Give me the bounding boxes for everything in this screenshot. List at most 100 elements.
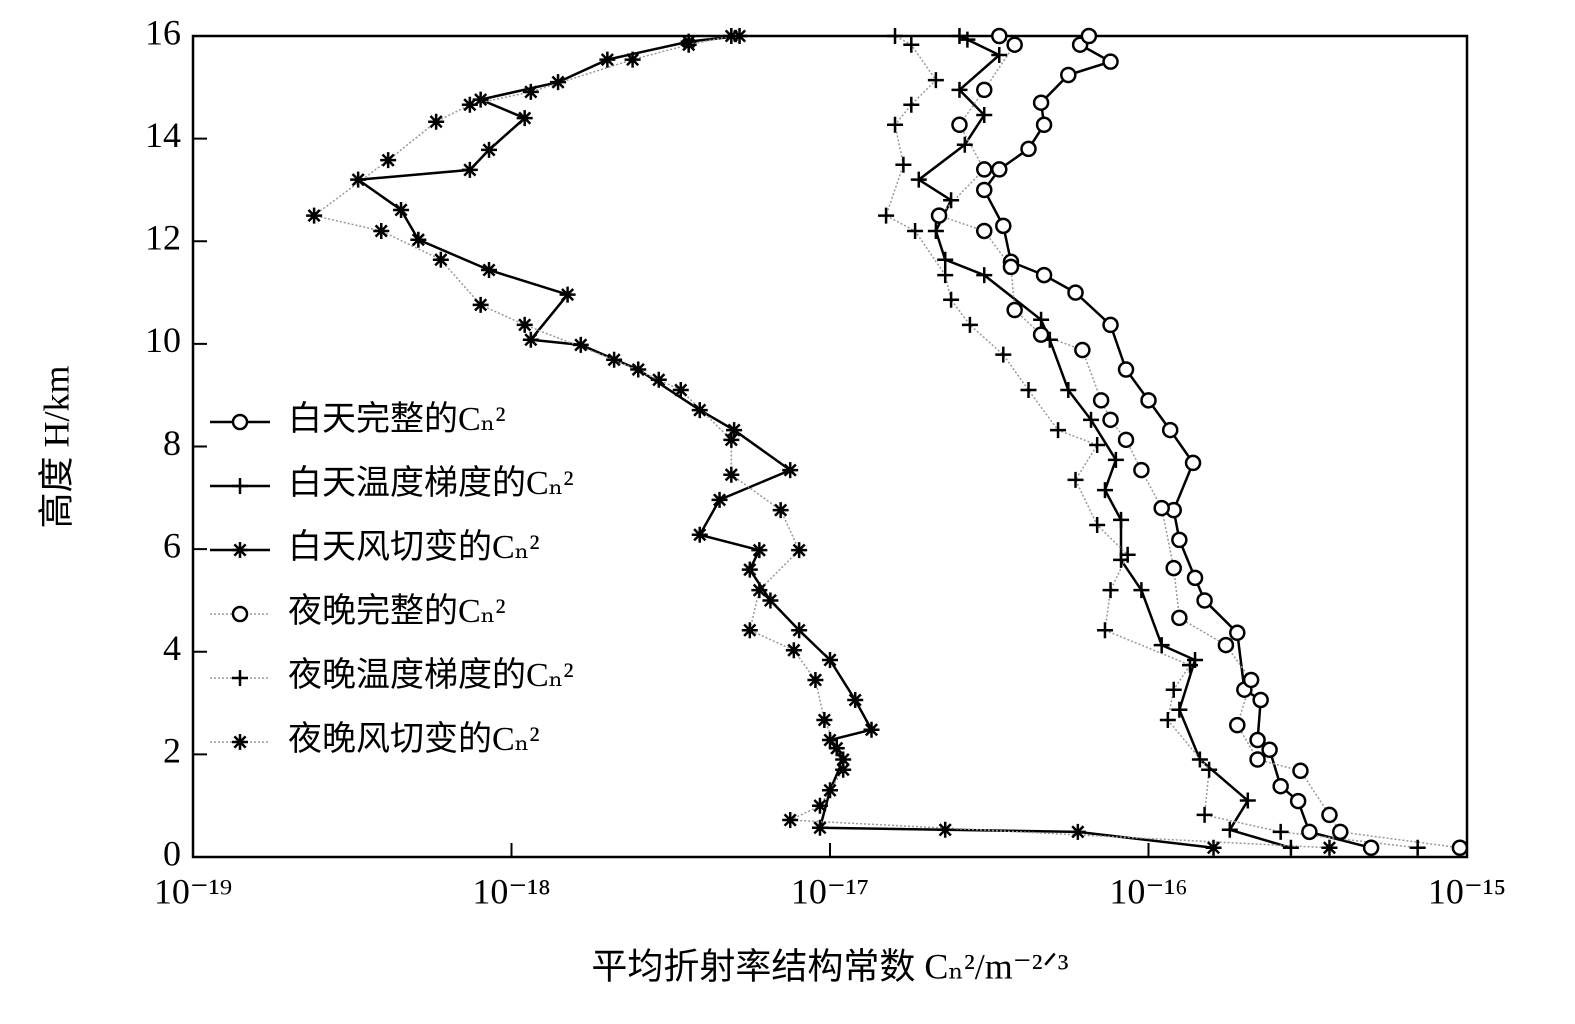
marker — [1089, 436, 1106, 453]
marker — [472, 296, 489, 313]
marker — [1249, 751, 1266, 768]
legend-label: 夜晚完整的Cₙ² — [288, 592, 506, 630]
x-tick-label: 10⁻¹⁶ — [1109, 871, 1187, 911]
y-tick-label: 16 — [145, 12, 181, 52]
legend-label: 白天完整的Cₙ² — [288, 400, 506, 438]
marker — [572, 336, 589, 353]
marker — [937, 251, 954, 268]
marker — [1006, 36, 1023, 53]
marker — [1252, 691, 1269, 709]
marker — [811, 797, 828, 814]
marker — [1229, 716, 1246, 734]
marker — [1067, 284, 1084, 301]
marker — [951, 28, 968, 44]
marker — [373, 222, 390, 239]
marker — [975, 161, 993, 178]
marker — [550, 74, 567, 91]
x-axis-label: 平均折射率结构常数 Cₙ²/m⁻²ᐟ³ — [591, 946, 1068, 986]
marker — [306, 207, 323, 224]
legend-marker — [232, 478, 248, 494]
marker — [1165, 559, 1182, 577]
marker — [1069, 823, 1086, 840]
marker — [522, 83, 539, 100]
marker — [1292, 762, 1309, 780]
marker — [1020, 382, 1037, 399]
y-tick-label: 8 — [163, 423, 181, 463]
marker — [1217, 636, 1235, 654]
legend-label: 白天风切变的Cₙ² — [288, 528, 540, 566]
marker — [822, 651, 838, 668]
marker — [903, 36, 920, 53]
marker — [1153, 499, 1170, 517]
marker — [1140, 392, 1157, 409]
marker — [1242, 671, 1260, 689]
legend-marker — [232, 734, 248, 750]
marker — [1092, 392, 1110, 409]
marker — [1083, 411, 1100, 428]
marker — [393, 201, 410, 218]
legend-marker — [232, 542, 248, 558]
marker — [772, 502, 789, 519]
marker — [1050, 422, 1067, 439]
marker — [751, 582, 768, 599]
marker — [927, 222, 944, 239]
marker — [1171, 701, 1188, 718]
marker — [1107, 451, 1124, 468]
marker — [975, 181, 993, 199]
marker — [1102, 411, 1119, 429]
marker — [943, 192, 960, 209]
marker — [559, 286, 576, 303]
marker — [672, 382, 689, 399]
marker — [516, 110, 533, 127]
marker — [1102, 53, 1119, 70]
marker — [782, 812, 799, 829]
marker — [937, 821, 954, 838]
marker — [1006, 301, 1023, 319]
marker — [624, 51, 641, 68]
marker — [1032, 326, 1050, 343]
marker — [1117, 361, 1135, 378]
marker — [432, 251, 449, 268]
x-tick-label: 10⁻¹⁹ — [154, 871, 232, 911]
marker — [726, 422, 743, 439]
marker — [1165, 681, 1182, 698]
marker — [723, 466, 740, 483]
marker — [380, 152, 397, 169]
marker — [1221, 821, 1238, 838]
marker — [350, 171, 367, 188]
marker — [522, 331, 539, 348]
marker — [1035, 266, 1053, 284]
marker — [907, 222, 924, 239]
marker — [975, 222, 993, 240]
marker — [606, 351, 623, 368]
legend-label: 白天温度梯度的Cₙ² — [288, 464, 574, 502]
y-tick-label: 12 — [145, 218, 181, 258]
marker — [951, 116, 968, 134]
marker — [1186, 569, 1204, 587]
marker — [878, 207, 895, 224]
marker — [1229, 624, 1246, 642]
marker — [1272, 777, 1289, 795]
marker — [1282, 839, 1299, 856]
marker — [1060, 382, 1077, 399]
legend-marker — [231, 413, 249, 431]
marker — [1102, 316, 1119, 334]
marker — [1133, 582, 1150, 599]
marker — [599, 51, 616, 68]
marker — [481, 141, 498, 158]
marker — [995, 346, 1012, 363]
marker — [1153, 637, 1170, 654]
marker — [937, 267, 954, 284]
marker — [927, 72, 944, 89]
marker — [472, 91, 489, 108]
marker — [741, 561, 758, 578]
marker — [1191, 751, 1208, 768]
marker — [887, 116, 904, 133]
marker — [1249, 731, 1266, 749]
marker — [828, 740, 845, 757]
marker — [976, 267, 993, 284]
marker — [1035, 116, 1053, 134]
series-line — [885, 35, 1418, 849]
legend-marker — [231, 605, 249, 623]
